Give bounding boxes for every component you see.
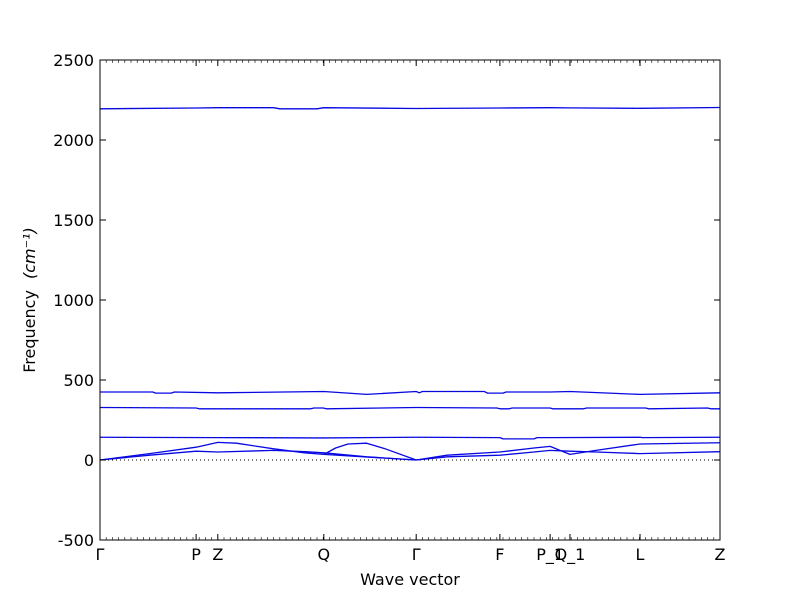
series-branch-2 bbox=[100, 390, 721, 396]
y-tick-group: -500 0 500 1000 1500 2000 2500 bbox=[53, 51, 720, 550]
series-branch-dots-6 bbox=[99, 450, 417, 461]
series-branch-3 bbox=[99, 406, 720, 410]
series-branch-dots-4 bbox=[99, 437, 721, 440]
x-tick-label: Γ bbox=[96, 545, 105, 564]
y-tick-label: 1500 bbox=[53, 211, 94, 230]
x-tick-label: Q_1 bbox=[555, 545, 586, 565]
x-tick-label: Q bbox=[318, 545, 331, 564]
y-axis-title-text: Frequency bbox=[20, 290, 39, 373]
series-branch-dots-1 bbox=[99, 107, 721, 110]
y-tick-label: 500 bbox=[63, 371, 94, 390]
y-tick-label: 0 bbox=[84, 451, 94, 470]
plot-frame-bg bbox=[100, 60, 720, 540]
y-tick-label: 2500 bbox=[53, 51, 94, 70]
series-branch-dots-5 bbox=[99, 442, 417, 461]
series-group bbox=[99, 106, 721, 461]
x-tick-label: Z bbox=[715, 545, 726, 564]
x-tick-label: Z bbox=[212, 545, 223, 564]
x-tick-group: Γ P Z Q Γ F P_1Q_1 L Z bbox=[96, 60, 726, 565]
y-tick-label: -500 bbox=[58, 531, 94, 550]
y-tick-label: 1000 bbox=[53, 291, 94, 310]
x-tick-label: P_1 bbox=[536, 545, 564, 565]
y-axis-title-unit: (cm⁻¹) bbox=[20, 227, 39, 279]
x-axis-title: Wave vector bbox=[360, 570, 460, 589]
series-branch-dots-7 bbox=[323, 442, 417, 461]
x-tick-label: L bbox=[636, 545, 645, 564]
x-tick-label: Γ bbox=[412, 545, 421, 564]
series-branch-dots-9 bbox=[416, 450, 721, 461]
y-axis-title: Frequency (cm⁻¹) bbox=[20, 227, 39, 372]
x-tick-label: F bbox=[495, 545, 504, 564]
x-tick-label: P bbox=[191, 545, 201, 564]
y-tick-label: 2000 bbox=[53, 131, 94, 150]
series-branch-dots-8 bbox=[416, 442, 721, 461]
